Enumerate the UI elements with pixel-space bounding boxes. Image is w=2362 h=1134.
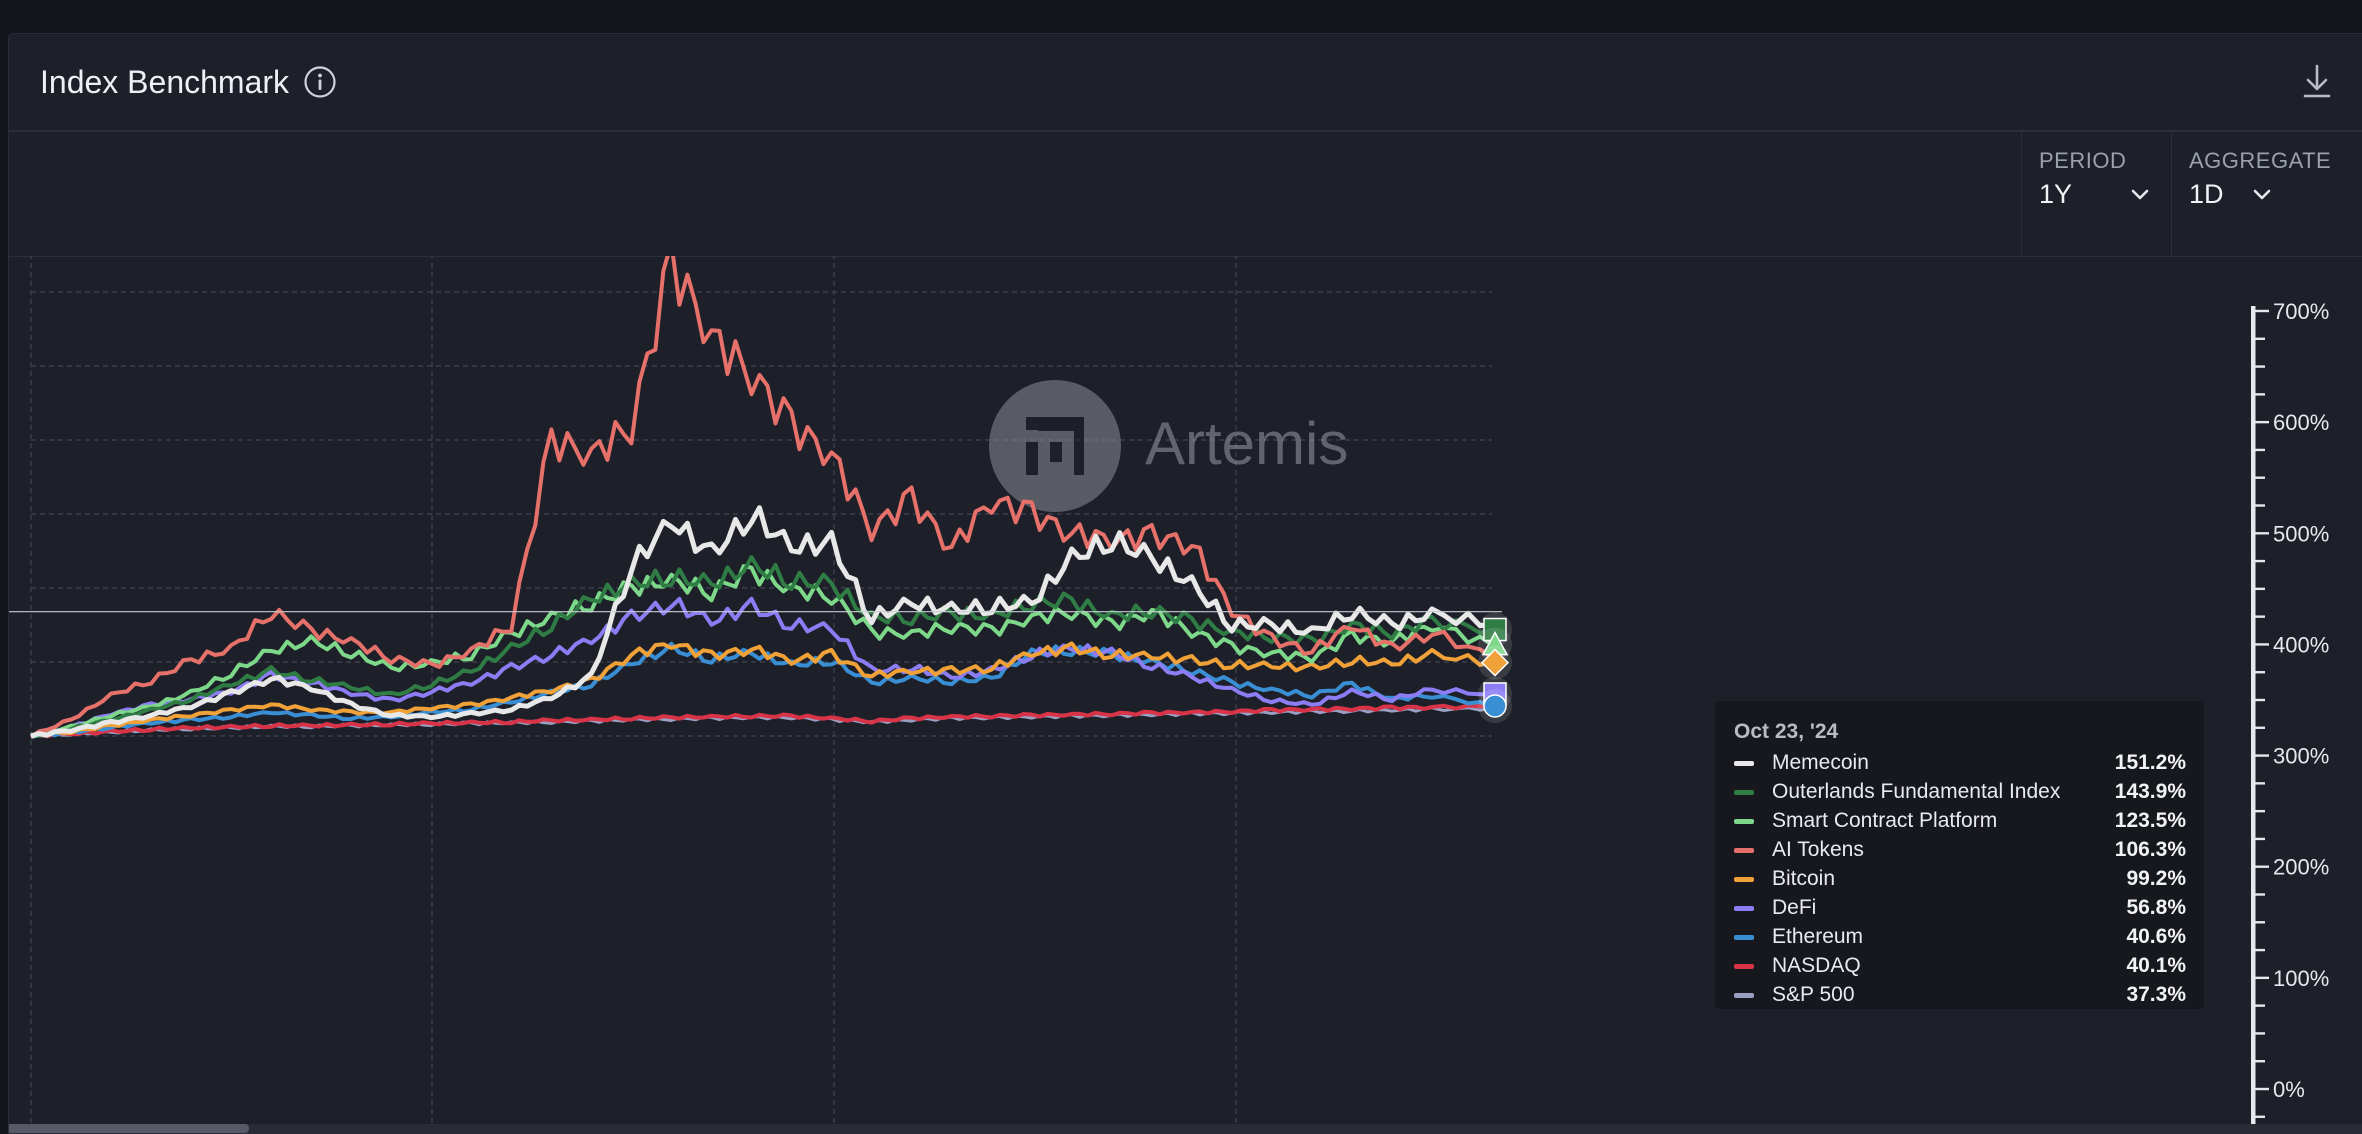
series-line [30,706,1493,738]
y-tick-label: 100% [2273,966,2329,991]
tooltip-series-name: Outerlands Fundamental Index [1772,780,2061,803]
chevron-down-icon [2131,189,2149,200]
end-markers [1478,612,1512,723]
chart-tooltip: Oct 23, '24 Memecoin 151.2% Outerlands Fun… [1715,701,2204,1009]
series-line [30,564,1494,739]
series-line [30,505,1493,739]
series-line [30,596,1493,738]
legend-swatch [1734,761,1754,766]
tooltip-series-value: 56.8% [2126,896,2186,919]
tooltip-row: NASDAQ 40.1% [1734,952,2186,981]
tooltip-series-name: S&P 500 [1772,983,1855,1006]
index-benchmark-panel: Index Benchmark PERIOD 1Y AGGREGATE 1D [8,33,2362,1134]
aggregate-select[interactable]: AGGREGATE 1D [2171,132,2362,256]
series-line [30,641,1493,738]
tooltip-series-value: 143.9% [2114,780,2186,803]
tooltip-series-name: Smart Contract Platform [1772,809,1998,832]
end-marker-diamond [1480,648,1510,677]
tooltip-series-name: AI Tokens [1772,838,1864,861]
tooltip-date: Oct 23, '24 [1734,720,1839,743]
tooltip-row: AI Tokens 106.3% [1734,836,2186,865]
y-tick-label: 0% [2273,1077,2305,1102]
tooltip-row: Ethereum 40.6% [1734,923,2186,952]
tooltip-series-name: Memecoin [1772,751,1869,774]
legend-swatch [1734,935,1754,940]
tooltip-series-value: 151.2% [2114,751,2186,774]
legend-swatch [1734,964,1754,969]
tooltip-row: Bitcoin 99.2% [1734,865,2186,894]
chevron-down-icon [2253,189,2271,200]
period-value: 1Y [2039,179,2073,209]
tooltip-series-value: 37.3% [2126,983,2186,1006]
tooltip-series-value: 99.2% [2126,867,2186,890]
tooltip-row: Outerlands Fundamental Index 143.9% [1734,778,2186,807]
tooltip-series-name: NASDAQ [1772,954,1861,977]
tooltip-row: DeFi 56.8% [1734,894,2186,923]
y-tick-label: 600% [2273,410,2329,435]
aggregate-label: AGGREGATE [2189,148,2332,173]
period-select[interactable]: PERIOD 1Y [2021,132,2172,256]
tooltip-series-value: 123.5% [2114,809,2186,832]
chart-controls: PERIOD 1Y AGGREGATE 1D [9,132,2362,257]
horizontal-scrollbar[interactable] [9,1124,2362,1133]
panel-title: Index Benchmark [40,64,290,100]
y-axis: 0% 100% 200% 300% 400% 500% 600% 700% [2251,299,2329,1133]
artemis-watermark: Artemis [989,380,1348,512]
series-line [29,256,1494,739]
tooltip-row: S&P 500 37.3% [1734,981,2186,1010]
tooltip-series-value: 40.6% [2126,925,2186,948]
scrollbar-thumb[interactable] [9,1124,249,1133]
legend-swatch [1734,906,1754,911]
end-marker-circle [1483,694,1507,718]
legend-swatch [1734,790,1754,795]
series-line [30,641,1493,739]
tooltip-row: Smart Contract Platform 123.5% [1734,807,2186,836]
chart-series [29,256,1494,739]
legend-swatch [1734,848,1754,853]
tooltip-series-name: Ethereum [1772,925,1864,948]
download-icon[interactable] [2299,62,2335,100]
tooltip-row: Memecoin 151.2% [1734,749,2186,778]
y-tick-label: 200% [2273,855,2329,880]
y-tick-label: 300% [2273,744,2329,769]
watermark-text: Artemis [1145,410,1348,477]
y-tick-label: 400% [2273,632,2329,657]
aggregate-value: 1D [2189,179,2224,209]
tooltip-series-name: DeFi [1772,896,1817,919]
tooltip-series-name: Bitcoin [1772,867,1836,890]
line-chart[interactable]: Artemis 0% 100% 200% 300% 400% 500% 600% 700% [9,256,2362,1133]
tooltip-series-value: 40.1% [2126,954,2186,977]
panel-header: Index Benchmark [9,34,2362,132]
legend-swatch [1734,819,1754,824]
legend-swatch [1734,877,1754,882]
y-tick-label: 700% [2273,299,2329,324]
chart-grid [30,256,1492,1133]
tooltip-series-value: 106.3% [2114,838,2186,861]
y-tick-label: 500% [2273,521,2329,546]
legend-swatch [1734,993,1754,998]
series-line [30,703,1493,739]
info-circle-icon[interactable] [303,65,337,99]
period-label: PERIOD [2039,148,2127,173]
